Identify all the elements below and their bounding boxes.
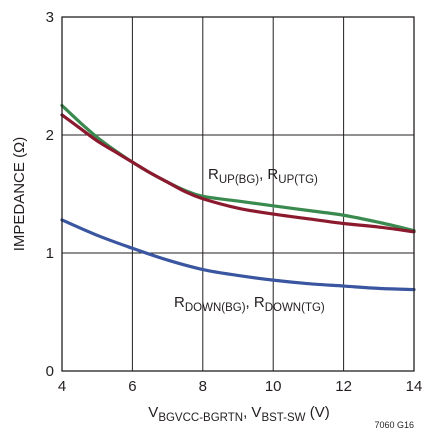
plot-frame	[61, 16, 415, 372]
series-line-r-down-bg	[60, 218, 416, 292]
annotation-r-up-sep: , R	[259, 166, 278, 183]
figure-id: 7060 G16	[374, 420, 414, 430]
annotation-r-down-main1: R	[174, 294, 185, 311]
x-tick-label-0: 4	[58, 378, 66, 395]
grid-lines	[61, 16, 415, 372]
x-axis-label-main1: V	[148, 404, 158, 421]
y-tick-label-1: 1	[46, 245, 54, 262]
x-tick-label-3: 10	[265, 378, 282, 395]
y-axis-label: IMPEDANCE (Ω)	[11, 137, 28, 252]
series-line-r-up-bg	[60, 103, 416, 233]
x-tick-label-4: 12	[335, 378, 352, 395]
series-line-r-up-tg	[60, 113, 416, 234]
annotation-r-down-sub2: DOWN(TG)	[265, 302, 325, 314]
annotation-r-up-sub2: UP(TG)	[278, 174, 318, 186]
annotation-r-up-sub1: UP(BG)	[219, 174, 259, 186]
x-axis-label-sep: , V	[243, 404, 261, 421]
annotation-r-down: RDOWN(BG), RDOWN(TG)	[174, 294, 325, 314]
x-axis-label: VBGVCC-BGRTN, VBST-SW (V)	[148, 404, 329, 424]
y-tick-label-2: 2	[46, 127, 54, 144]
annotation-r-down-sub1: DOWN(BG)	[185, 302, 246, 314]
x-axis-label-sub2: BST-SW	[261, 412, 305, 424]
annotation-r-down-sep: , R	[246, 294, 265, 311]
x-axis-label-tail: (V)	[306, 404, 330, 421]
annotation-r-up: RUP(BG), RUP(TG)	[208, 166, 318, 186]
x-axis-label-sub1: BGVCC-BGRTN	[158, 412, 243, 424]
x-tick-label-2: 8	[199, 378, 207, 395]
annotation-r-up-main1: R	[208, 166, 219, 183]
data-series	[60, 103, 416, 292]
y-tick-label-0: 0	[46, 363, 54, 380]
x-tick-label-1: 6	[128, 378, 136, 395]
x-tick-label-5: 14	[406, 378, 423, 395]
y-tick-label-3: 3	[46, 9, 54, 26]
